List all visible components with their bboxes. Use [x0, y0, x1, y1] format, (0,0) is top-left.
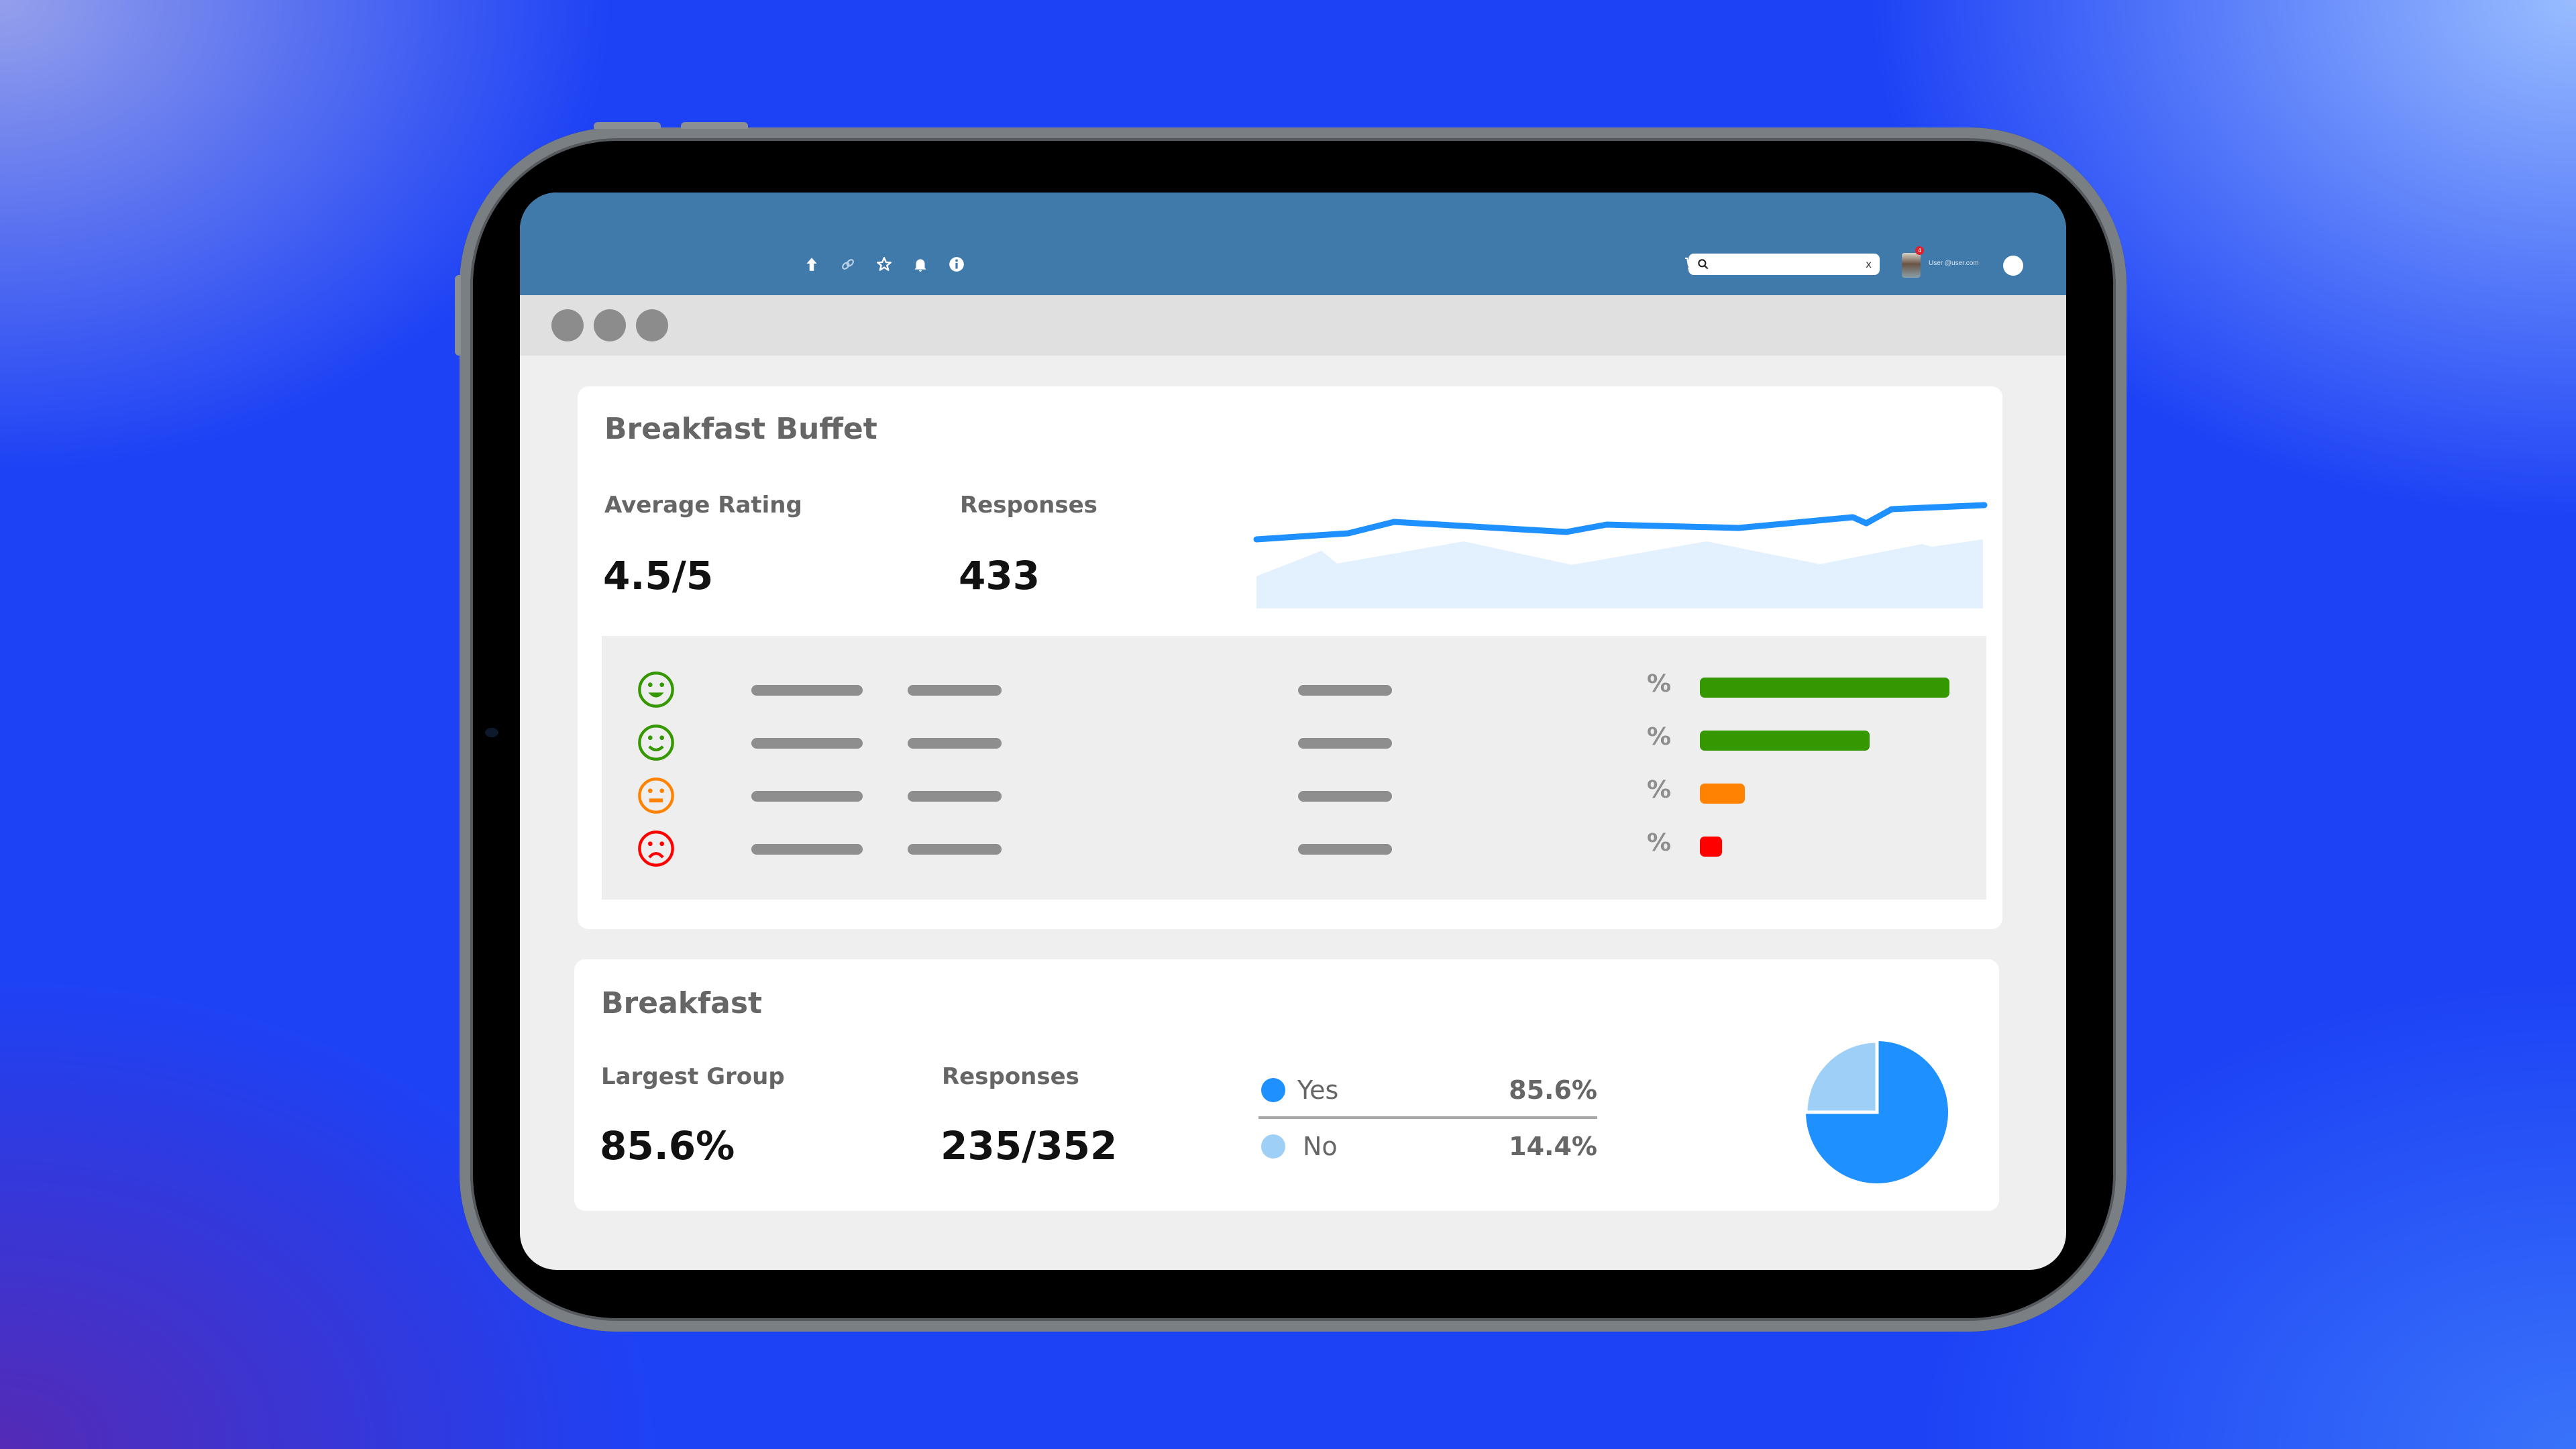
- legend-label: No: [1303, 1132, 1338, 1161]
- search-box[interactable]: x: [1688, 254, 1880, 275]
- trend-line: [1253, 502, 1988, 543]
- window-control-dot[interactable]: [636, 309, 668, 341]
- placeholder-text: [751, 844, 863, 855]
- link-icon[interactable]: [838, 254, 858, 274]
- placeholder-text: [751, 738, 863, 749]
- placeholder-text: [751, 685, 863, 696]
- status-toggle[interactable]: [2003, 256, 2023, 276]
- info-icon[interactable]: [947, 254, 967, 274]
- placeholder-text: [1298, 738, 1392, 749]
- average-rating-value: 4.5/5: [603, 553, 714, 598]
- rating-row: %: [602, 667, 1986, 710]
- tablet-frame: x 4 User @user.com Breakfast Buffet Aver…: [455, 122, 2127, 1332]
- responses-label: Responses: [942, 1063, 1079, 1090]
- window-bar: [520, 295, 2066, 356]
- neutral-face-icon: [638, 777, 674, 814]
- pie-legend: Yes 85.6% No 14.4%: [1258, 1067, 1597, 1170]
- placeholder-text: [908, 791, 1002, 802]
- user-email[interactable]: User @user.com: [1929, 260, 1979, 267]
- responses-value: 235/352: [941, 1123, 1118, 1169]
- breakfast-buffet-card: Breakfast Buffet Average Rating 4.5/5 Re…: [578, 386, 2002, 929]
- largest-group-value: 85.6%: [600, 1123, 735, 1169]
- rating-row: %: [602, 826, 1986, 869]
- legend-item-yes[interactable]: Yes 85.6%: [1258, 1067, 1597, 1114]
- rating-bar: [1700, 731, 1870, 751]
- legend-value: 14.4%: [1509, 1132, 1597, 1161]
- placeholder-text: [908, 844, 1002, 855]
- legend-value: 85.6%: [1509, 1075, 1597, 1105]
- placeholder-text: [1298, 844, 1392, 855]
- sad-face-icon: [638, 830, 674, 867]
- legend-dot-icon: [1261, 1134, 1285, 1159]
- top-toolbar: x 4 User @user.com: [520, 193, 2066, 295]
- volume-button: [681, 122, 748, 129]
- notification-badge: 4: [1915, 246, 1924, 255]
- responses-value: 433: [959, 553, 1040, 598]
- placeholder-text: [908, 738, 1002, 749]
- trend-area: [1256, 539, 1983, 608]
- percent-symbol: %: [1647, 723, 1672, 751]
- rating-bar: [1700, 837, 1722, 857]
- very-happy-face-icon: [638, 672, 674, 708]
- average-rating-label: Average Rating: [604, 492, 802, 519]
- volume-button: [594, 122, 661, 129]
- window-control-dot[interactable]: [594, 309, 626, 341]
- rating-row: %: [602, 773, 1986, 816]
- legend-divider: [1258, 1116, 1597, 1119]
- side-button: [455, 275, 461, 356]
- search-input[interactable]: [1710, 255, 1866, 274]
- placeholder-text: [908, 685, 1002, 696]
- window-control-dot[interactable]: [551, 309, 584, 341]
- star-icon[interactable]: [874, 254, 894, 274]
- largest-group-label: Largest Group: [601, 1063, 785, 1090]
- search-icon: [1698, 259, 1709, 270]
- rating-bar: [1700, 784, 1745, 804]
- camera: [485, 728, 498, 737]
- rating-bar: [1700, 678, 1949, 698]
- responses-label: Responses: [960, 492, 1097, 519]
- legend-dot-icon: [1261, 1078, 1285, 1102]
- pie-chart: [1804, 1039, 1948, 1183]
- rating-row: %: [602, 720, 1986, 763]
- placeholder-text: [1298, 791, 1392, 802]
- happy-face-icon: [638, 724, 674, 761]
- percent-symbol: %: [1647, 670, 1672, 698]
- placeholder-text: [751, 791, 863, 802]
- avatar[interactable]: [1902, 253, 1921, 278]
- percent-symbol: %: [1647, 776, 1672, 804]
- trend-sparkline: [1253, 502, 1988, 608]
- screen: x 4 User @user.com Breakfast Buffet Aver…: [520, 193, 2066, 1270]
- percent-symbol: %: [1647, 829, 1672, 857]
- legend-label: Yes: [1297, 1075, 1339, 1105]
- bell-icon[interactable]: [910, 254, 930, 274]
- upload-icon[interactable]: [802, 254, 822, 274]
- placeholder-text: [1298, 685, 1392, 696]
- pie-slice-no: [1804, 1039, 1879, 1114]
- card-title: Breakfast Buffet: [604, 412, 877, 446]
- clear-search-button[interactable]: x: [1866, 258, 1872, 270]
- rating-distribution: % % %: [602, 636, 1986, 900]
- breakfast-card: Breakfast Largest Group 85.6% Responses …: [574, 959, 1999, 1211]
- legend-item-no[interactable]: No 14.4%: [1258, 1123, 1597, 1170]
- card-title: Breakfast: [601, 986, 763, 1020]
